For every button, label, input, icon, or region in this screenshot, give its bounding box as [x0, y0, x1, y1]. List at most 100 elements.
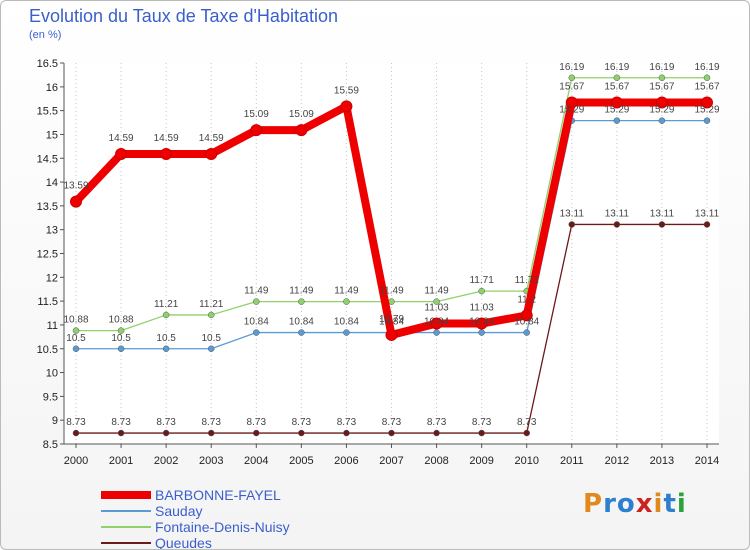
x-tick-label: 2001: [109, 455, 133, 467]
data-label: 10.88: [63, 315, 88, 326]
axes: 8.5 9 9.5 10 10.5 11 11.5 12 12.5 13 13.5 14 14.5 15 1…: [37, 58, 720, 467]
data-point: [385, 328, 398, 341]
data-label: 8.73: [427, 417, 447, 428]
y-tick-label: 15.5: [37, 106, 58, 118]
data-point: [340, 100, 353, 113]
y-tick-label: 10: [46, 368, 58, 380]
data-label: 13.11: [695, 208, 720, 219]
y-tick-label: 12.5: [37, 249, 58, 261]
data-point: [523, 329, 530, 336]
data-label: 10.88: [109, 315, 134, 326]
data-label: 10.79: [379, 314, 404, 325]
data-label: 8.73: [201, 417, 221, 428]
x-tick-label: 2002: [154, 455, 178, 467]
x-tick-label: 2004: [244, 455, 268, 467]
data-point: [523, 429, 530, 437]
data-point: [568, 74, 576, 82]
data-label: 8.73: [517, 417, 537, 428]
data-label: 10.5: [111, 333, 131, 344]
data-label: 15.29: [604, 105, 629, 116]
y-tick-label: 8.5: [43, 439, 58, 451]
x-tick-label: 2000: [64, 455, 88, 467]
x-tick-label: 2005: [289, 455, 313, 467]
data-label: 13.11: [650, 208, 675, 219]
data-point: [253, 429, 260, 437]
data-point: [117, 429, 125, 437]
y-tick-label: 16.5: [37, 58, 58, 70]
data-label: 15.29: [559, 105, 584, 116]
data-point: [115, 147, 128, 160]
data-label: 13.11: [605, 208, 630, 219]
data-point: [253, 329, 260, 336]
data-label: 15.67: [559, 82, 584, 93]
data-point: [475, 317, 488, 330]
data-label: 8.73: [156, 417, 176, 428]
data-point: [613, 221, 621, 228]
data-point: [478, 329, 485, 336]
data-label: 14.59: [154, 133, 179, 144]
data-point: [520, 309, 533, 322]
data-point: [117, 327, 125, 334]
data-point: [433, 329, 440, 336]
data-point: [298, 429, 305, 437]
series-lines: [70, 74, 713, 437]
data-label: 11.03: [469, 303, 494, 314]
data-label: 11.2: [517, 294, 536, 305]
data-point: [253, 298, 260, 305]
x-tick-label: 2010: [514, 455, 538, 467]
data-label: 15.09: [289, 109, 314, 120]
x-tick-label: 2008: [424, 455, 448, 467]
data-point: [207, 429, 215, 437]
y-tick-label: 11: [47, 320, 58, 332]
data-point: [613, 117, 621, 124]
data-point: [430, 317, 443, 330]
data-label: 14.59: [199, 133, 224, 144]
data-label: 8.73: [111, 417, 131, 428]
data-point: [160, 147, 173, 160]
data-point: [658, 221, 666, 228]
data-label: 15.67: [604, 82, 629, 93]
x-tick-label: 2013: [650, 455, 674, 467]
data-point: [72, 345, 80, 352]
data-point: [72, 327, 80, 334]
legend-swatch: [101, 526, 151, 528]
grid: [64, 63, 719, 444]
data-label: 15.29: [694, 105, 719, 116]
logo-letter: o: [616, 489, 636, 519]
data-label: 15.29: [649, 105, 674, 116]
data-label: 11.03: [424, 303, 449, 314]
x-tick-label: 2003: [199, 455, 223, 467]
plot-area: [64, 63, 719, 444]
y-tick-label: 16: [46, 82, 58, 94]
y-tick-label: 13: [46, 225, 58, 237]
data-point: [433, 429, 440, 437]
data-label: 11.49: [244, 286, 269, 297]
data-point: [388, 429, 395, 437]
y-tick-label: 11.5: [37, 296, 58, 308]
data-label: 8.73: [337, 417, 357, 428]
data-point: [205, 147, 218, 160]
data-label: 15.09: [244, 109, 269, 120]
x-tick-label: 2009: [469, 455, 493, 467]
data-point: [343, 329, 350, 336]
data-label: 11.49: [289, 286, 314, 297]
legend-label: Queudes: [155, 535, 212, 550]
data-label: 15.67: [694, 82, 719, 93]
legend-swatch: [101, 542, 151, 544]
data-label: 10.84: [244, 317, 269, 328]
data-point: [658, 74, 666, 82]
data-point: [343, 298, 350, 305]
x-tick-label: 2011: [560, 455, 584, 467]
data-point: [298, 298, 305, 305]
x-tick-label: 2012: [605, 455, 629, 467]
data-point: [701, 96, 713, 109]
data-label: 11.49: [379, 286, 404, 297]
data-point: [72, 429, 80, 437]
data-point: [703, 74, 711, 82]
data-point: [298, 329, 305, 336]
data-point: [207, 345, 215, 352]
y-tick-label: 14: [46, 177, 58, 189]
x-tick-label: 2007: [379, 455, 403, 467]
